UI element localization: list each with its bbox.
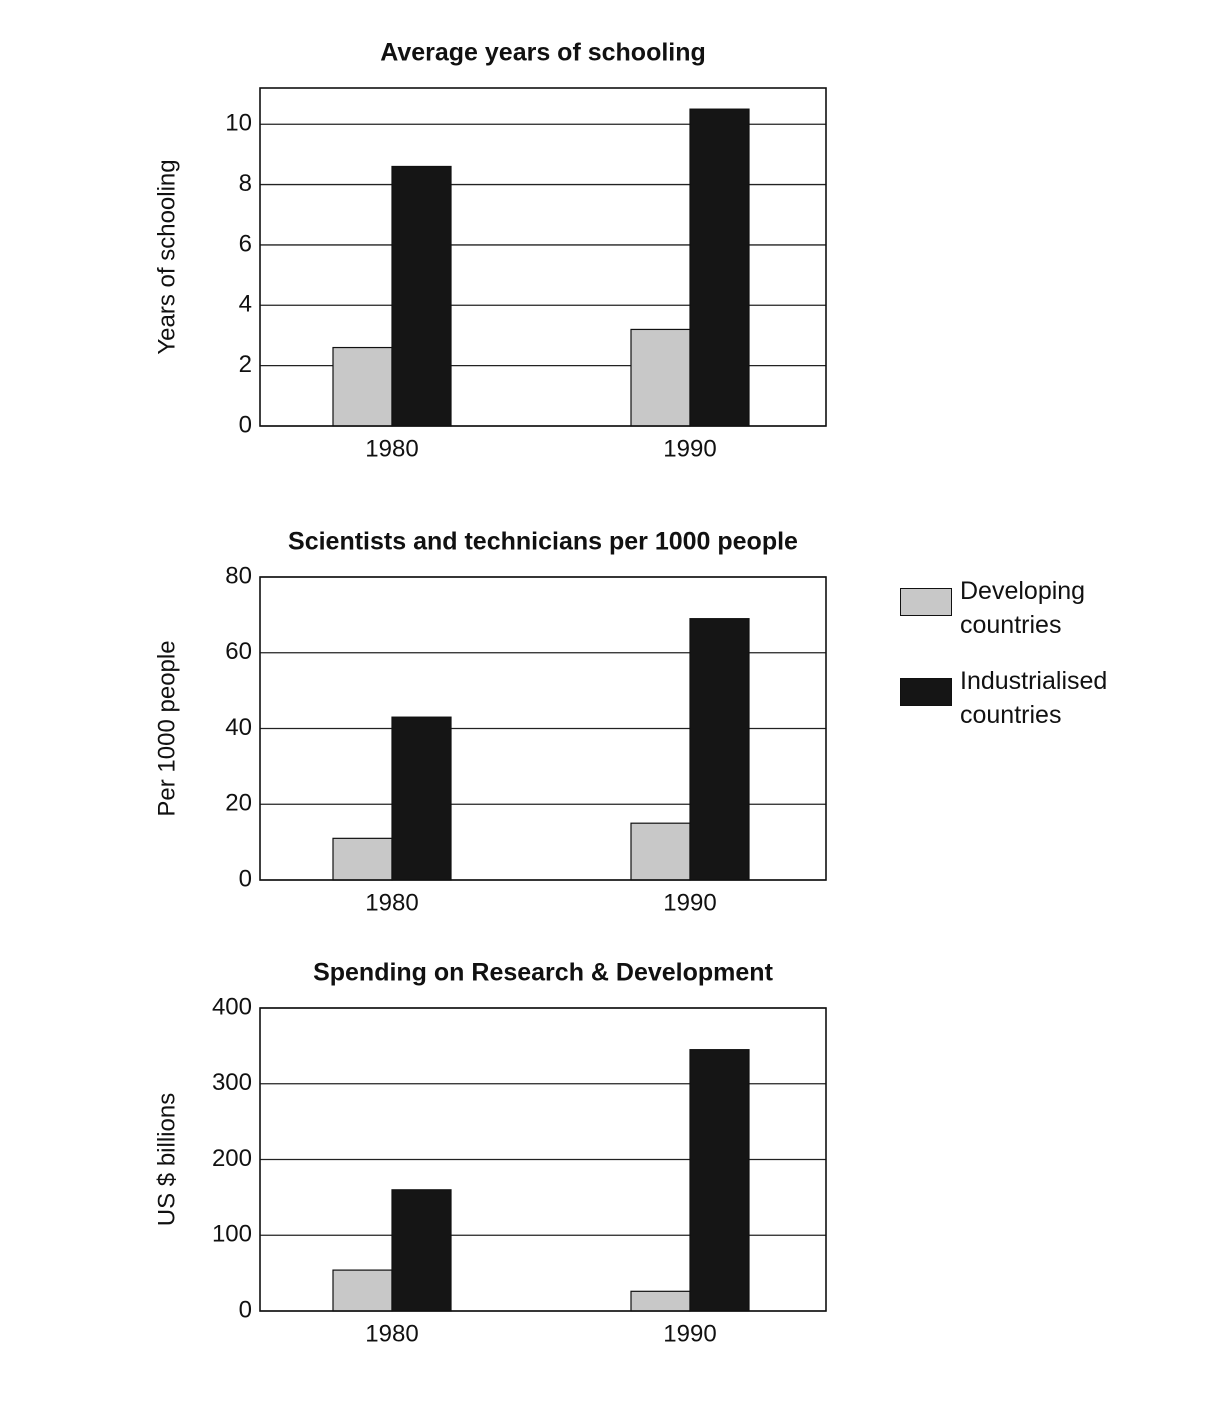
y-axis-label: Per 1000 people <box>153 640 180 816</box>
bar <box>689 1049 750 1312</box>
legend-label: Developing countries <box>960 577 1086 639</box>
y-tick-label: 2 <box>239 351 252 378</box>
y-tick-label: 100 <box>212 1221 252 1248</box>
bar <box>630 328 691 427</box>
x-tick-label: 1990 <box>663 435 716 462</box>
bar <box>332 1269 393 1312</box>
y-axis-label: Years of schooling <box>153 159 180 354</box>
y-tick-label: 200 <box>212 1145 252 1172</box>
y-tick-label: 0 <box>239 1296 252 1323</box>
y-axis-label: US $ billions <box>153 1093 180 1226</box>
legend-label: Industrialised countries <box>960 667 1108 729</box>
plot-frame <box>259 87 827 427</box>
x-tick-label: 1990 <box>663 1320 716 1347</box>
chart-title: Scientists and technicians per 1000 peop… <box>288 528 798 556</box>
bar <box>630 1290 691 1312</box>
legend-item: Developing countries <box>900 574 1140 642</box>
chart-title: Spending on Research & Development <box>313 959 773 987</box>
bar <box>332 837 393 881</box>
bar <box>391 165 452 427</box>
bar <box>630 822 691 881</box>
plot-frame <box>259 576 827 881</box>
legend-swatch <box>900 678 952 706</box>
y-tick-label: 0 <box>239 411 252 438</box>
bar <box>689 618 750 881</box>
y-tick-label: 4 <box>239 291 252 318</box>
y-tick-label: 20 <box>225 790 252 817</box>
y-tick-label: 8 <box>239 170 252 197</box>
y-tick-label: 400 <box>212 993 252 1020</box>
x-tick-label: 1980 <box>365 435 418 462</box>
bar <box>391 716 452 881</box>
plot-frame <box>259 1007 827 1312</box>
y-tick-label: 0 <box>239 865 252 892</box>
bar <box>332 346 393 427</box>
y-tick-label: 80 <box>225 562 252 589</box>
x-tick-label: 1990 <box>663 889 716 916</box>
legend-item: Industrialised countries <box>900 664 1140 732</box>
bar <box>689 108 750 427</box>
y-tick-label: 6 <box>239 230 252 257</box>
chart-title: Average years of schooling <box>380 39 706 67</box>
y-tick-label: 60 <box>225 638 252 665</box>
x-tick-label: 1980 <box>365 1320 418 1347</box>
bar <box>391 1189 452 1312</box>
x-tick-label: 1980 <box>365 889 418 916</box>
y-tick-label: 40 <box>225 714 252 741</box>
y-tick-label: 10 <box>225 110 252 137</box>
y-tick-label: 300 <box>212 1069 252 1096</box>
legend-swatch <box>900 588 952 616</box>
